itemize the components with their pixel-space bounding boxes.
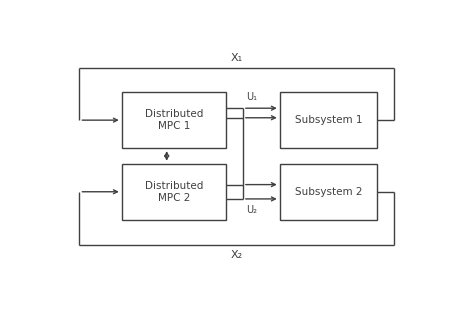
Text: Distributed
MPC 1: Distributed MPC 1 xyxy=(145,109,203,131)
FancyBboxPatch shape xyxy=(280,92,377,148)
Text: X₂: X₂ xyxy=(230,250,243,260)
Text: U₂: U₂ xyxy=(246,205,257,215)
FancyBboxPatch shape xyxy=(122,164,227,220)
Text: Subsystem 1: Subsystem 1 xyxy=(294,115,362,125)
Text: Distributed
MPC 2: Distributed MPC 2 xyxy=(145,181,203,202)
Text: X₁: X₁ xyxy=(230,53,243,63)
FancyBboxPatch shape xyxy=(122,92,227,148)
Text: Subsystem 2: Subsystem 2 xyxy=(294,187,362,197)
FancyBboxPatch shape xyxy=(280,164,377,220)
Text: U₁: U₁ xyxy=(246,92,257,102)
